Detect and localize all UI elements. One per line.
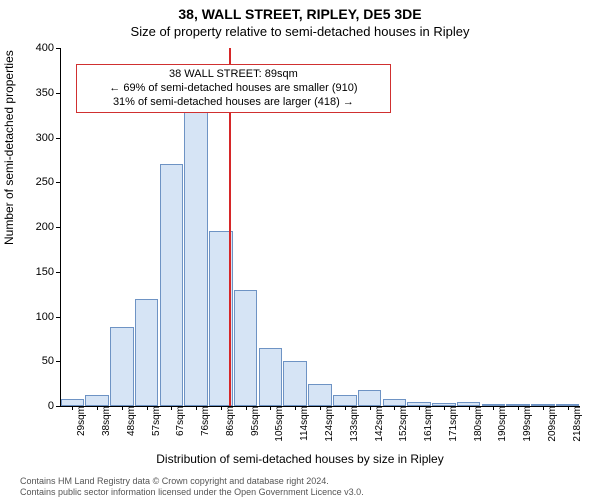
x-tick-label: 190sqm <box>493 406 508 442</box>
x-tick-label: 95sqm <box>246 406 261 436</box>
histogram-bar <box>308 384 332 406</box>
histogram-bar <box>160 164 184 406</box>
x-tick-label: 180sqm <box>469 406 484 442</box>
x-axis-line <box>60 406 580 407</box>
footer-text: Contains HM Land Registry data © Crown c… <box>20 476 364 498</box>
histogram-bar <box>110 327 134 406</box>
histogram-bar <box>135 299 159 406</box>
x-tick-label: 29sqm <box>72 406 87 436</box>
histogram-bar <box>259 348 283 406</box>
y-axis-line <box>60 48 61 406</box>
x-tick-label: 209sqm <box>543 406 558 442</box>
x-tick-label: 152sqm <box>394 406 409 442</box>
annotation-line: 38 WALL STREET: 89sqm <box>83 68 385 82</box>
x-tick-label: 218sqm <box>568 406 583 442</box>
histogram-bar <box>283 361 307 406</box>
x-tick-label: 48sqm <box>122 406 137 436</box>
histogram-bar <box>333 395 357 406</box>
x-tick-label: 76sqm <box>196 406 211 436</box>
annotation-box: 38 WALL STREET: 89sqm← 69% of semi-detac… <box>76 64 392 113</box>
chart-subtitle: Size of property relative to semi-detach… <box>0 24 600 39</box>
histogram-bar <box>85 395 109 406</box>
x-tick-label: 105sqm <box>270 406 285 442</box>
x-tick-label: 161sqm <box>419 406 434 442</box>
annotation-line: 31% of semi-detached houses are larger (… <box>83 96 385 110</box>
x-tick-label: 67sqm <box>171 406 186 436</box>
histogram-bar <box>184 111 208 406</box>
plot-area: 05010015020025030035040029sqm38sqm48sqm5… <box>60 48 580 406</box>
y-axis-label: Number of semi-detached properties <box>2 50 16 245</box>
chart-title: 38, WALL STREET, RIPLEY, DE5 3DE <box>0 6 600 22</box>
x-tick-label: 57sqm <box>147 406 162 436</box>
x-tick-label: 124sqm <box>320 406 335 442</box>
x-tick-label: 86sqm <box>221 406 236 436</box>
footer-line-1: Contains HM Land Registry data © Crown c… <box>20 476 364 487</box>
x-tick-label: 142sqm <box>370 406 385 442</box>
footer-line-2: Contains public sector information licen… <box>20 487 364 498</box>
x-tick-label: 171sqm <box>444 406 459 442</box>
annotation-line: ← 69% of semi-detached houses are smalle… <box>83 82 385 96</box>
histogram-bar <box>61 399 85 406</box>
histogram-bar <box>383 399 407 406</box>
x-axis-label: Distribution of semi-detached houses by … <box>0 452 600 466</box>
histogram-bar <box>358 390 382 406</box>
x-tick-label: 133sqm <box>345 406 360 442</box>
x-tick-label: 38sqm <box>97 406 112 436</box>
x-tick-label: 199sqm <box>518 406 533 442</box>
x-tick-label: 114sqm <box>295 406 310 441</box>
histogram-bar <box>234 290 258 406</box>
